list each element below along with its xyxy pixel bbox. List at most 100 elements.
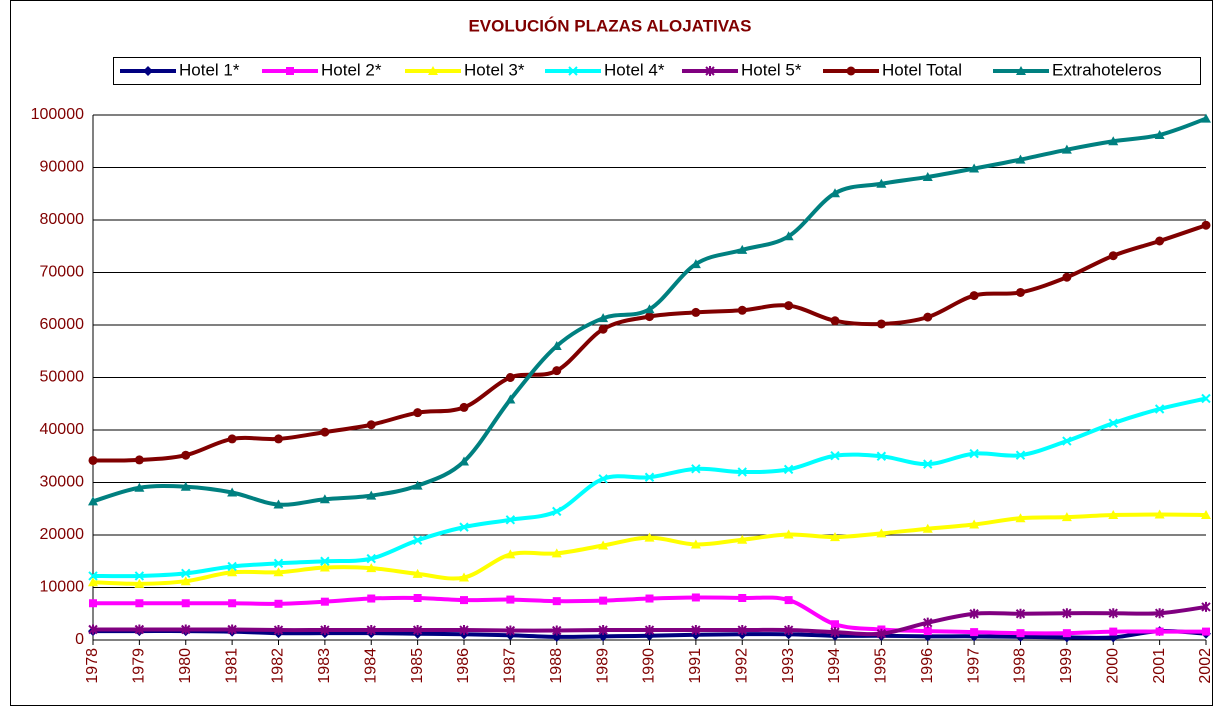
point xyxy=(1202,627,1210,636)
point xyxy=(922,523,933,533)
point xyxy=(783,529,794,539)
legend-label: Hotel 2* xyxy=(321,60,382,79)
y-tick-label: 90000 xyxy=(40,159,85,176)
point xyxy=(598,540,609,550)
point xyxy=(273,567,284,577)
x-tick-label: 1980 xyxy=(177,648,194,684)
point xyxy=(367,594,376,603)
x-tick-label: 1979 xyxy=(131,648,148,684)
point xyxy=(552,597,561,606)
point xyxy=(413,594,422,602)
x-tick-label: 1984 xyxy=(362,648,379,684)
x-tick-label: 1981 xyxy=(223,648,240,684)
point xyxy=(505,394,516,404)
y-tick-label: 70000 xyxy=(40,264,85,281)
point xyxy=(738,594,747,602)
point xyxy=(1108,251,1118,261)
point xyxy=(1061,144,1072,154)
x-tick-label: 1995 xyxy=(873,648,890,684)
x-tick-label: 1997 xyxy=(965,648,982,684)
point xyxy=(783,231,794,241)
legend-label: Hotel 5* xyxy=(741,60,802,79)
point xyxy=(644,472,655,482)
point xyxy=(134,571,145,581)
point xyxy=(737,534,748,544)
point xyxy=(459,456,469,466)
y-tick-label: 60000 xyxy=(40,316,85,333)
legend-marker xyxy=(1016,66,1026,75)
point xyxy=(1201,393,1211,404)
legend-marker xyxy=(568,66,578,76)
point xyxy=(319,494,330,504)
point xyxy=(691,464,701,474)
point xyxy=(88,624,98,635)
y-tick-label: 0 xyxy=(75,631,84,648)
point xyxy=(969,519,980,529)
point xyxy=(1154,608,1165,619)
point xyxy=(783,625,794,636)
point xyxy=(412,480,423,490)
legend-marker xyxy=(846,66,856,76)
point xyxy=(1108,418,1118,428)
point xyxy=(598,474,608,484)
point xyxy=(923,617,933,628)
point xyxy=(320,625,330,636)
point xyxy=(599,596,608,605)
point xyxy=(180,481,191,491)
point xyxy=(737,467,747,477)
x-tick-label: 1994 xyxy=(826,648,843,684)
point xyxy=(412,568,423,578)
point xyxy=(1062,608,1072,619)
legend-marker xyxy=(705,66,715,76)
point xyxy=(1154,509,1165,519)
x-tick-label: 1990 xyxy=(641,648,658,684)
point xyxy=(366,553,376,564)
x-tick-label: 1998 xyxy=(1012,648,1029,684)
point xyxy=(228,599,237,608)
point xyxy=(505,515,516,525)
point xyxy=(413,408,423,418)
point xyxy=(505,625,516,636)
point xyxy=(459,572,469,582)
x-tick-label: 1983 xyxy=(316,648,333,684)
point xyxy=(227,487,238,497)
point xyxy=(460,596,468,605)
x-tick-label: 2001 xyxy=(1151,648,1168,684)
point xyxy=(876,319,886,329)
x-tick-label: 1985 xyxy=(409,648,426,684)
point xyxy=(923,459,933,469)
point xyxy=(552,506,562,517)
point xyxy=(320,597,329,606)
point xyxy=(969,163,980,173)
x-tick-label: 2000 xyxy=(1104,648,1121,684)
point xyxy=(459,625,469,636)
point xyxy=(598,313,609,323)
point xyxy=(274,599,283,608)
point xyxy=(181,599,190,608)
point xyxy=(784,301,794,311)
point xyxy=(970,628,979,637)
point xyxy=(830,451,840,461)
point xyxy=(969,291,979,301)
x-tick-label: 1999 xyxy=(1058,648,1075,684)
point xyxy=(876,178,887,188)
point xyxy=(552,366,562,376)
point xyxy=(412,535,423,545)
x-tick-label: 2002 xyxy=(1197,648,1213,684)
point xyxy=(737,244,748,254)
point xyxy=(551,548,562,558)
point xyxy=(644,625,655,636)
point xyxy=(320,556,330,566)
x-tick-label: 1991 xyxy=(687,648,704,684)
point xyxy=(1015,513,1026,523)
point xyxy=(1108,608,1118,619)
x-tick-label: 1992 xyxy=(733,648,750,684)
y-tick-label: 50000 xyxy=(40,369,85,386)
point xyxy=(922,171,933,181)
point xyxy=(227,624,237,635)
point xyxy=(181,450,191,460)
point xyxy=(134,578,145,588)
point xyxy=(89,599,97,608)
point xyxy=(274,434,283,444)
legend-label: Hotel 1* xyxy=(179,60,240,79)
